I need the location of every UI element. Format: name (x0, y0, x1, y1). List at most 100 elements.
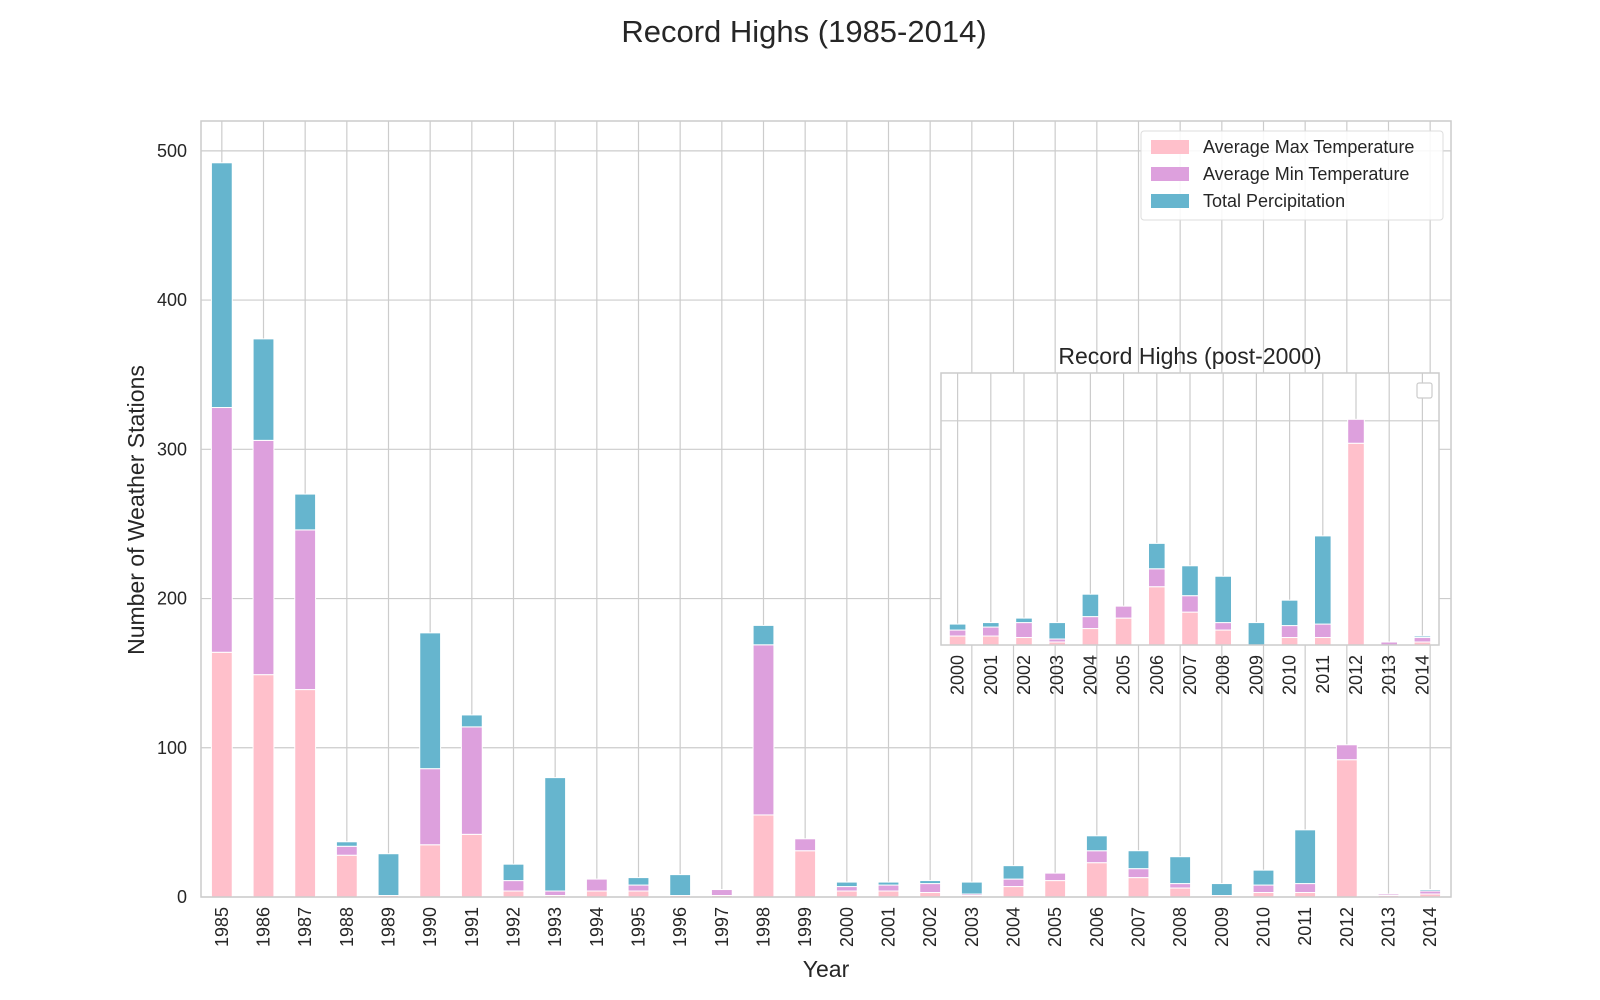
bar-segment-2006-s1 (1085, 850, 1108, 864)
x-tick-label-2000: 2000 (837, 907, 857, 947)
bar-segment-2010-s1 (1252, 884, 1275, 894)
x-tick-label-2004: 2004 (1080, 655, 1100, 695)
main-y-ticks: 0 100 200 300 400 500 (157, 141, 187, 907)
bar-segment-1991-s0 (460, 833, 483, 898)
bar-segment-2008-s0 (1169, 887, 1192, 898)
bar-segment-2007-s1 (1181, 595, 1199, 613)
x-tick-label-1993: 1993 (545, 907, 565, 947)
x-tick-label-1995: 1995 (629, 907, 649, 947)
y-axis-label: Number of Weather Stations (123, 365, 149, 655)
inset-chart: Record Highs (post-2000) 2000 2001 2002 200… (940, 343, 1440, 695)
legend-frame (1140, 130, 1444, 221)
inset-bars (948, 418, 1432, 646)
x-tick-label-2013: 2013 (1379, 907, 1399, 947)
x-tick-label-2011: 2011 (1313, 655, 1333, 694)
bar-segment-2002-s2 (919, 880, 942, 885)
bar-segment-2007-s2 (1127, 850, 1150, 870)
x-tick-label-2004: 2004 (1004, 907, 1024, 947)
x-tick-label-1997: 1997 (712, 907, 732, 947)
bar-segment-1996-s2 (669, 874, 692, 897)
bar-segment-2009-s2 (1210, 883, 1233, 897)
bar-segment-2001-s2 (982, 622, 1000, 628)
x-tick-label-2005: 2005 (1114, 655, 1134, 695)
bar-segment-1998-s2 (752, 624, 775, 646)
main-chart-title: Record Highs (1985-2014) (621, 14, 986, 49)
bar-segment-2000-s0 (948, 635, 967, 646)
inset-plot-frame (940, 372, 1440, 646)
bar-segment-2006-s0 (1148, 586, 1166, 646)
bar-segment-1985-s2 (210, 162, 233, 409)
bar-segment-2000-s1 (948, 629, 967, 637)
x-tick-label-2009: 2009 (1212, 907, 1232, 947)
bar-segment-1987-s2 (294, 493, 317, 531)
bar-segment-2007-s2 (1181, 565, 1199, 597)
x-tick-label-2002: 2002 (1014, 655, 1034, 695)
inset-chart-title: Record Highs (post-2000) (1058, 343, 1321, 369)
x-tick-label-1999: 1999 (795, 907, 815, 947)
bar-segment-1991-s2 (460, 714, 483, 728)
bar-segment-1987-s1 (294, 529, 317, 691)
x-tick-label-2011: 2011 (1295, 907, 1315, 946)
bar-segment-1988-s1 (335, 845, 358, 856)
y-tick-label: 0 (177, 887, 187, 907)
x-tick-label-2013: 2013 (1379, 655, 1399, 695)
inset-legend-empty (1416, 382, 1433, 399)
bar-segment-2004-s0 (1081, 628, 1100, 646)
y-tick-label: 500 (157, 141, 187, 161)
bar-segment-2014-s2 (1419, 889, 1442, 892)
x-tick-label-2010: 2010 (1280, 655, 1300, 695)
bar-segment-1992-s1 (502, 880, 525, 892)
bar-segment-2009-s2 (1247, 622, 1266, 646)
x-tick-label-1996: 1996 (670, 907, 690, 947)
bar-segment-1990-s2 (419, 632, 442, 770)
x-tick-label-2012: 2012 (1337, 907, 1357, 947)
bar-segment-2000-s0 (835, 890, 858, 898)
bar-segment-2004-s1 (1002, 878, 1025, 888)
main-x-ticks: 1985 1986 1987 1988 1989 1990 1991 1992 1993 1994… (212, 907, 1440, 947)
bar-segment-2001-s1 (982, 626, 1000, 637)
x-tick-label-1987: 1987 (295, 907, 315, 947)
bar-segment-2001-s1 (877, 884, 900, 892)
bar-segment-2008-s1 (1169, 883, 1192, 889)
bar-segment-2006-s0 (1085, 862, 1108, 898)
bar-segment-1991-s1 (460, 726, 483, 835)
bar-segment-2000-s2 (948, 623, 967, 631)
y-tick-label: 300 (157, 439, 187, 459)
x-tick-label-2008: 2008 (1170, 907, 1190, 947)
bar-segment-2004-s2 (1081, 593, 1100, 618)
legend-label-min: Average Min Temperature (1203, 164, 1409, 184)
x-tick-label-1985: 1985 (212, 907, 232, 947)
bar-segment-2012-s0 (1347, 442, 1365, 646)
bar-segment-2013-s1 (1377, 893, 1400, 897)
legend-label-precip: Total Percipitation (1203, 191, 1345, 211)
y-tick-label: 200 (157, 589, 187, 609)
bar-segment-2008-s2 (1169, 856, 1192, 885)
x-tick-label-2006: 2006 (1087, 907, 1107, 947)
bar-segment-1985-s1 (210, 407, 233, 653)
x-tick-label-1990: 1990 (420, 907, 440, 947)
bar-segment-2000-s1 (835, 886, 858, 892)
bar-segment-1988-s0 (335, 854, 358, 898)
x-tick-label-1994: 1994 (587, 907, 607, 947)
bar-segment-2007-s0 (1127, 877, 1150, 898)
bar-segment-2003-s2 (1048, 622, 1067, 640)
x-tick-label-2010: 2010 (1254, 907, 1274, 947)
legend-swatch-max (1151, 140, 1189, 154)
bar-segment-2008-s2 (1214, 575, 1233, 624)
bar-segment-2001-s0 (982, 635, 1000, 646)
x-tick-label-1998: 1998 (754, 907, 774, 947)
bar-segment-2000-s2 (835, 881, 858, 888)
x-tick-label-2007: 2007 (1129, 907, 1149, 947)
x-tick-label-2001: 2001 (879, 907, 899, 947)
x-tick-label-2002: 2002 (920, 907, 940, 947)
x-tick-label-2005: 2005 (1045, 907, 1065, 947)
bar-segment-2005-s1 (1114, 605, 1133, 619)
bar-segment-2005-s0 (1044, 880, 1067, 898)
x-tick-label-2014: 2014 (1420, 907, 1440, 947)
bar-segment-2002-s2 (1015, 617, 1033, 624)
bar-segment-1988-s2 (335, 841, 358, 847)
legend-swatch-precip (1151, 194, 1189, 208)
bar-segment-1999-s1 (794, 838, 817, 852)
x-tick-label-1988: 1988 (337, 907, 357, 947)
bar-segment-1997-s1 (710, 889, 733, 897)
